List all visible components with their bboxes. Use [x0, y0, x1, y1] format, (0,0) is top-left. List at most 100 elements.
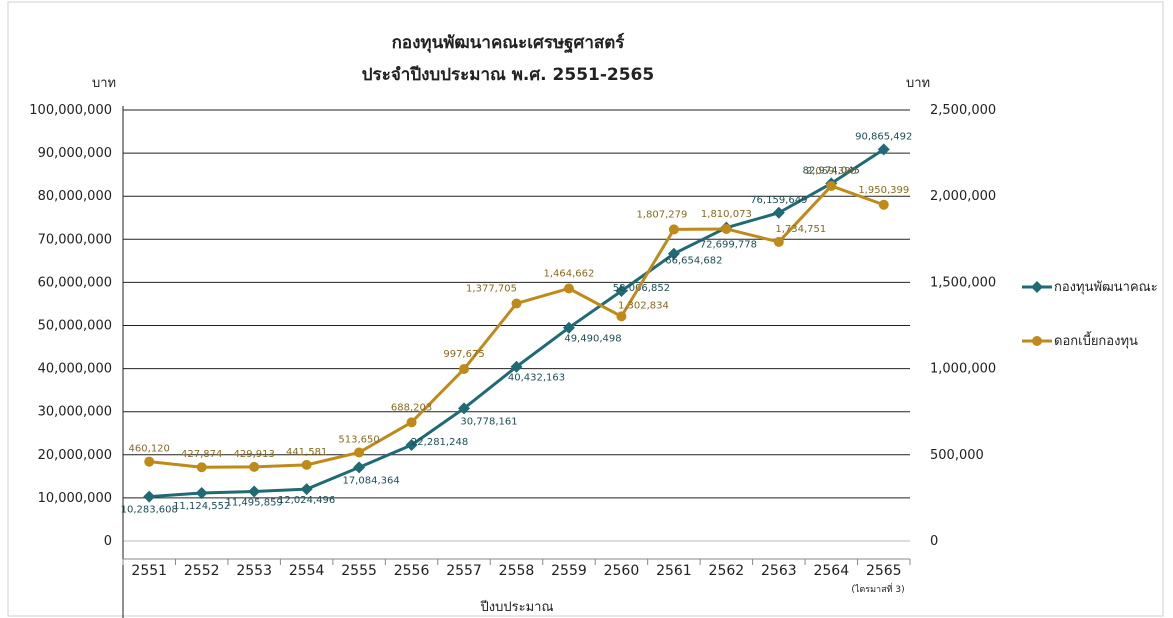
data-label: 1,950,399 — [858, 185, 909, 196]
x-tick-label: 2562 — [709, 563, 745, 579]
y-tick-left-label: 90,000,000 — [38, 146, 112, 161]
data-point — [877, 143, 890, 156]
data-point — [878, 199, 889, 210]
series-layer: 10,283,60811,124,55211,495,85912,024,496… — [121, 131, 913, 515]
data-point — [721, 223, 732, 234]
data-point — [668, 224, 679, 235]
data-label: 1,734,751 — [775, 224, 826, 235]
data-point — [144, 456, 155, 467]
x-tick-label: 2560 — [604, 563, 640, 579]
data-label: 441,581 — [286, 447, 327, 458]
data-label: 30,778,161 — [460, 416, 517, 427]
data-label: 1,377,705 — [466, 283, 517, 294]
y-tick-right-label: 1,500,000 — [930, 275, 996, 290]
data-label: 427,874 — [181, 449, 222, 460]
data-label: 12,024,496 — [278, 495, 335, 506]
data-point — [195, 487, 208, 500]
data-point — [353, 461, 366, 474]
data-point — [773, 236, 784, 247]
data-label: 11,495,859 — [226, 497, 283, 508]
data-point — [300, 483, 313, 496]
data-point — [248, 485, 261, 498]
x-tick-label: 2552 — [184, 563, 220, 579]
y-axis-left-unit: บาท — [92, 76, 116, 91]
data-point — [249, 461, 260, 472]
data-label: 10,283,608 — [121, 505, 178, 516]
y-tick-left-label: 10,000,000 — [38, 491, 112, 506]
data-point — [667, 247, 680, 260]
data-point — [459, 364, 470, 375]
x-tick-label: 2565 — [866, 563, 902, 579]
data-label: 1,810,073 — [701, 209, 752, 220]
data-point — [772, 206, 785, 219]
data-point — [563, 283, 574, 294]
data-point — [406, 417, 417, 428]
data-label: 1,464,662 — [544, 268, 595, 279]
data-label: 72,699,778 — [700, 240, 757, 251]
y-tick-left-label: 0 — [104, 534, 112, 549]
data-point — [405, 438, 418, 451]
y-tick-left-label: 40,000,000 — [38, 362, 112, 377]
data-point — [826, 180, 837, 191]
data-label: 1,807,279 — [636, 209, 687, 220]
data-point — [143, 490, 156, 503]
x-tick-label: 2553 — [236, 563, 272, 579]
y-tick-right-label: 1,000,000 — [930, 362, 996, 377]
data-label: 513,650 — [338, 434, 379, 445]
legend-label: ดอกเบี้ยกองทุน — [1054, 331, 1138, 349]
data-label: 49,490,498 — [564, 334, 621, 345]
data-point — [615, 284, 628, 297]
data-label: 90,865,492 — [855, 131, 912, 142]
chart-title: กองทุนพัฒนาคณะเศรษฐศาสตร์ — [392, 32, 626, 54]
y-tick-left-label: 50,000,000 — [38, 319, 112, 334]
x-tick-label: 2551 — [131, 563, 167, 579]
data-point — [458, 402, 471, 415]
y-tick-left-label: 30,000,000 — [38, 405, 112, 420]
x-axis-title: ปีงบประมาณ — [479, 599, 553, 615]
y-tick-left-label: 80,000,000 — [38, 189, 112, 204]
legend-marker — [1032, 336, 1042, 346]
data-point — [510, 360, 523, 373]
data-label: 1,302,834 — [618, 300, 669, 311]
x-tick-label: 2559 — [551, 563, 587, 579]
data-label: 66,654,682 — [665, 256, 722, 267]
x-tick-label: 2555 — [341, 563, 377, 579]
y-tick-left-label: 20,000,000 — [38, 448, 112, 463]
data-label: 997,675 — [443, 349, 484, 360]
data-label: 22,281,248 — [411, 437, 468, 448]
legend-marker — [1031, 281, 1043, 293]
data-label: 58,006,852 — [613, 283, 670, 294]
x-axis-ticks: 2551 2552 2553 2554 2555 2556 2557 2558 2559 2560… — [131, 563, 901, 579]
x-tick-label: 2556 — [394, 563, 430, 579]
chart-subtitle: ประจำปีงบประมาณ พ.ศ. 2551-2565 — [362, 64, 654, 85]
y-tick-right-label: 500,000 — [930, 448, 984, 463]
x-tick-label: 2554 — [289, 563, 325, 579]
y-tick-left-label: 100,000,000 — [29, 103, 112, 118]
data-label: 2,059,380 — [806, 166, 857, 177]
data-point — [616, 311, 627, 322]
x-tick-label: 2563 — [761, 563, 797, 579]
x-tick-label: 2557 — [446, 563, 482, 579]
y-tick-right-label: 2,000,000 — [930, 189, 996, 204]
data-point — [354, 447, 365, 458]
data-point — [196, 462, 207, 473]
data-point — [511, 298, 522, 309]
data-point — [562, 321, 575, 334]
data-label: 11,124,552 — [173, 501, 230, 512]
legend-label: กองทุนพัฒนาคณะ — [1054, 280, 1158, 295]
x-tick-label: 2564 — [813, 563, 849, 579]
data-label: 688,203 — [391, 402, 432, 413]
x-tick-label: 2561 — [656, 563, 692, 579]
x-tick-label: 2558 — [499, 563, 535, 579]
y-tick-left-label: 70,000,000 — [38, 232, 112, 247]
data-label: 429,913 — [233, 449, 274, 460]
y-axis-left-ticks: 0 10,000,000 20,000,000 30,000,000 40,000,00… — [29, 103, 112, 549]
y-axis-right-ticks: 0 500,000 1,000,000 1,500,000 2,000,000 2,500… — [930, 103, 996, 549]
data-label: 40,432,163 — [508, 373, 565, 384]
y-tick-right-label: 0 — [930, 534, 938, 549]
y-tick-left-label: 60,000,000 — [38, 275, 112, 290]
y-axis-right-unit: บาท — [906, 76, 930, 91]
